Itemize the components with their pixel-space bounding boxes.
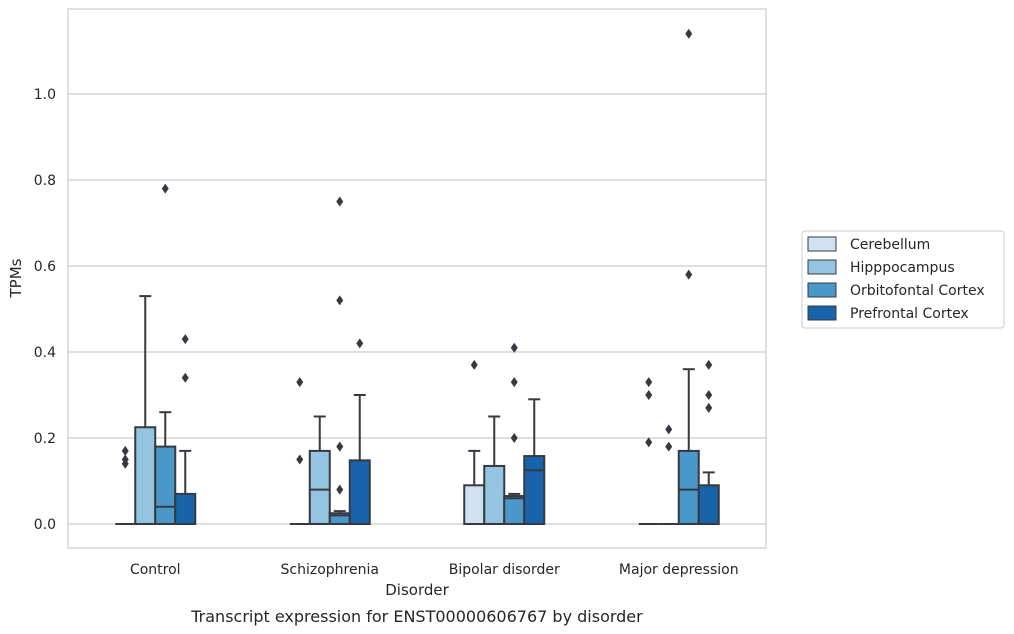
box-group (328, 196, 351, 525)
legend-label: Cerebellum (850, 237, 930, 253)
box-group (154, 183, 177, 526)
outlier-point (356, 338, 364, 349)
x-axis-label: Disorder (385, 581, 449, 599)
box-body (523, 455, 546, 525)
box-group (134, 295, 157, 525)
legend-swatch (807, 259, 837, 275)
x-tick-label: Control (130, 562, 181, 578)
outlier-point (705, 402, 713, 413)
plot-frame (67, 8, 767, 549)
box-group (348, 338, 371, 525)
x-tick-label: Major depression (619, 562, 739, 578)
box-body (154, 445, 177, 526)
box-group (289, 377, 310, 525)
x-tick-label: Schizophrenia (281, 562, 379, 578)
box-body (677, 449, 700, 525)
box-body (503, 495, 526, 525)
chart-caption: Transcript expression for ENST0000060676… (190, 607, 643, 626)
legend-swatch (807, 305, 837, 321)
box-group (503, 342, 526, 525)
legend-label: Hipppocampus (850, 260, 955, 276)
outlier-point (470, 359, 478, 370)
outlier-point (336, 196, 344, 207)
outlier-point (181, 334, 189, 345)
y-tick-label: 0.0 (34, 517, 56, 533)
outlier-point (685, 28, 693, 39)
outlier-point (510, 433, 518, 443)
box-body (308, 449, 331, 525)
outlier-point (161, 183, 169, 194)
box-group (697, 359, 720, 525)
legend-swatch (807, 282, 837, 298)
y-tick-label: 1.0 (34, 87, 56, 103)
x-tick-labels: Control Schizophrenia Bipolar disorder Majo… (130, 562, 739, 578)
legend-swatch (807, 236, 837, 252)
y-tick-label: 0.6 (34, 259, 56, 275)
box-body (348, 459, 371, 525)
outlier-point (336, 484, 344, 495)
outlier-point (705, 359, 713, 370)
box-group (115, 445, 136, 525)
outlier-point (645, 390, 653, 400)
box-body (697, 484, 720, 525)
outlier-point (336, 295, 344, 306)
legend: Cerebellum Hipppocampus Orbitofontal Corte… (801, 230, 1005, 329)
outlier-point (296, 454, 304, 465)
outlier-point (510, 342, 518, 353)
legend-label: Orbitofontal Cortex (850, 283, 985, 299)
box-body (134, 426, 157, 525)
outlier-point (510, 377, 518, 388)
outlier-point (665, 441, 673, 452)
x-tick-label: Bipolar disorder (449, 562, 560, 578)
box-group (677, 28, 700, 525)
box-group (308, 415, 331, 525)
outlier-point (645, 437, 653, 448)
box-group (658, 424, 679, 525)
box-body (174, 492, 197, 525)
outlier-point (665, 424, 673, 435)
y-tick-label: 0.2 (34, 431, 56, 447)
y-tick-labels: 0.0 0.2 0.4 0.6 0.8 1.0 (34, 87, 56, 533)
outlier-point (705, 390, 713, 400)
y-tick-label: 0.8 (34, 173, 56, 189)
outlier-point (336, 441, 344, 452)
outlier-point (645, 377, 653, 388)
box-groups (115, 28, 720, 526)
legend-frame (801, 230, 1005, 329)
box-body (483, 464, 506, 526)
box-group (463, 359, 486, 525)
y-axis-label: TPMs (7, 258, 25, 298)
box-body (463, 484, 486, 525)
box-group (174, 334, 197, 525)
legend-label: Prefrontal Cortex (850, 306, 969, 322)
outlier-point (121, 445, 129, 456)
box-group (523, 398, 546, 525)
outlier-point (181, 372, 189, 383)
y-tick-label: 0.4 (34, 345, 56, 361)
outlier-point (685, 269, 693, 280)
outlier-point (296, 377, 304, 388)
box-group (483, 415, 506, 526)
outlier-point (121, 458, 129, 469)
box-group (638, 377, 659, 525)
